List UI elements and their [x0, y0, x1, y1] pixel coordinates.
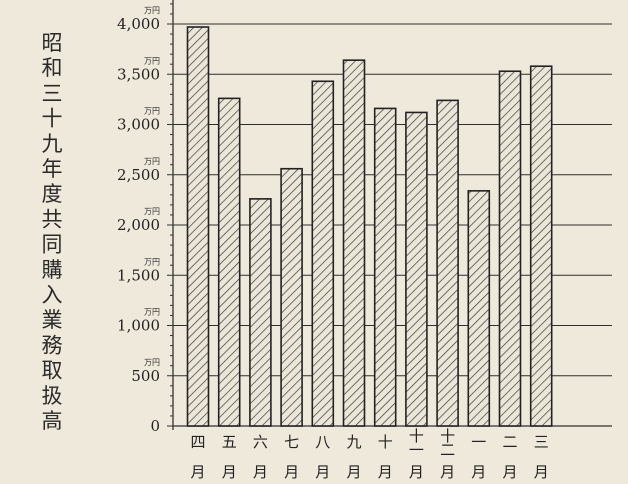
- x-tick-label: 二: [440, 441, 455, 459]
- bar: [217, 97, 241, 427]
- y-tick-label: 2,500: [117, 166, 160, 184]
- y-unit-label: 万円: [144, 56, 160, 65]
- bar: [405, 111, 428, 427]
- bar: [498, 70, 522, 427]
- x-tick-label-month: 月: [346, 463, 361, 481]
- x-tick-label-month: 月: [315, 463, 330, 481]
- bar: [249, 198, 272, 427]
- x-tick-label-month: 月: [502, 463, 517, 481]
- bar: [342, 59, 366, 427]
- x-tick-label-month: 月: [253, 463, 268, 481]
- y-unit-label: 万円: [144, 157, 160, 166]
- bar: [467, 190, 491, 427]
- bars: [186, 26, 553, 427]
- x-tick-label: 二: [502, 433, 517, 451]
- chart-title-char: 高: [42, 409, 63, 433]
- chart-title-char: 十: [42, 107, 63, 131]
- bar: [529, 65, 553, 427]
- bar: [186, 26, 210, 427]
- y-unit-label: 万円: [144, 207, 160, 216]
- y-tick-label: 2,000: [117, 216, 160, 234]
- chart-title-char: 共: [42, 207, 63, 231]
- x-tick-label: 十: [378, 433, 393, 451]
- y-tick-label: 3,000: [117, 116, 160, 134]
- bar: [373, 107, 397, 427]
- x-tick-label: 十: [440, 427, 455, 445]
- chart-title-char: 同: [42, 233, 63, 257]
- y-unit-label: 万円: [144, 6, 160, 15]
- x-tick-label: 七: [284, 433, 299, 451]
- x-tick-label: 一: [471, 433, 486, 451]
- x-tick-label: 五: [222, 433, 237, 451]
- x-tick-label: 九: [346, 433, 361, 451]
- x-tick-label: 十: [409, 427, 424, 445]
- y-tick-label: 0: [150, 417, 160, 435]
- y-unit-label: 万円: [144, 107, 160, 116]
- y-unit-label: 万円: [144, 358, 160, 367]
- x-tick-label: 六: [253, 433, 268, 451]
- y-tick-label: 3,500: [117, 65, 160, 83]
- x-tick-label-month: 月: [222, 463, 237, 481]
- chart-title-char: 年: [42, 157, 63, 181]
- y-tick-label: 500: [131, 367, 160, 385]
- chart-title-char: 取: [42, 359, 63, 383]
- y-tick-label: 4,000: [117, 15, 160, 33]
- y-unit-label: 万円: [144, 257, 160, 266]
- y-tick-label: 1,000: [117, 317, 160, 335]
- chart-title-char: 扱: [42, 384, 63, 408]
- bar: [280, 167, 303, 427]
- y-unit-label: 万円: [144, 308, 160, 317]
- chart-title-char: 三: [42, 81, 63, 105]
- y-tick-label: 1,500: [117, 266, 160, 284]
- x-tick-label-month: 月: [190, 463, 205, 481]
- chart-title-char: 度: [42, 182, 63, 206]
- chart-title-char: 和: [42, 56, 63, 80]
- chart-title-char: 務: [42, 333, 63, 357]
- x-tick-label: 四: [190, 433, 205, 451]
- x-tick-label: 一: [409, 441, 424, 459]
- x-tick-label-month: 月: [378, 463, 393, 481]
- x-tick-label-month: 月: [284, 463, 299, 481]
- chart-title-char: 入: [42, 283, 63, 307]
- x-tick-label-month: 月: [534, 463, 549, 481]
- x-tick-label: 八: [315, 433, 330, 451]
- bar: [311, 80, 335, 427]
- x-tick-label-month: 月: [440, 463, 455, 481]
- chart-title-char: 昭: [42, 31, 63, 55]
- x-tick-label: 三: [534, 433, 549, 451]
- x-tick-label-month: 月: [409, 463, 424, 481]
- chart-title-char: 購: [42, 258, 63, 282]
- chart-title-char: 業: [42, 308, 63, 332]
- x-tick-label-month: 月: [471, 463, 486, 481]
- bar: [436, 99, 459, 427]
- chart-title-char: 九: [42, 132, 63, 156]
